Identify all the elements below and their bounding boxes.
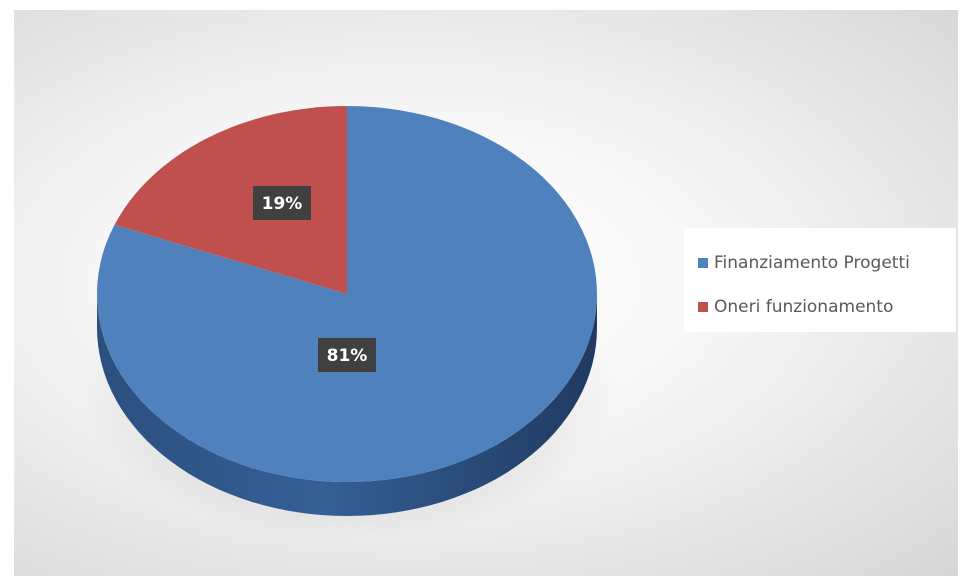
- pie-depth-side: [97, 294, 597, 516]
- pie-slice-oneri-funzionamento: [114, 106, 347, 294]
- data-label-1: 19%: [253, 186, 311, 220]
- legend-swatch-blue: [698, 258, 708, 268]
- legend-item-finanziamento-progetti: Finanziamento Progetti: [698, 250, 910, 276]
- pie-chart: 81% 19%: [81, 106, 617, 540]
- legend-label: Finanziamento Progetti: [714, 253, 910, 273]
- legend-swatch-red: [698, 302, 708, 312]
- data-label-box: [318, 338, 376, 372]
- legend-label: Oneri funzionamento: [714, 297, 894, 317]
- data-label-box: [253, 186, 311, 220]
- data-label-text: 19%: [262, 194, 303, 214]
- chart-area: 81% 19% Finanziamento Progetti Oneri funz…: [14, 10, 958, 576]
- data-label-0: 81%: [318, 338, 376, 372]
- data-label-text: 81%: [327, 346, 368, 366]
- legend-item-oneri-funzionamento: Oneri funzionamento: [698, 294, 893, 320]
- legend: Finanziamento Progetti Oneri funzionamen…: [684, 228, 956, 332]
